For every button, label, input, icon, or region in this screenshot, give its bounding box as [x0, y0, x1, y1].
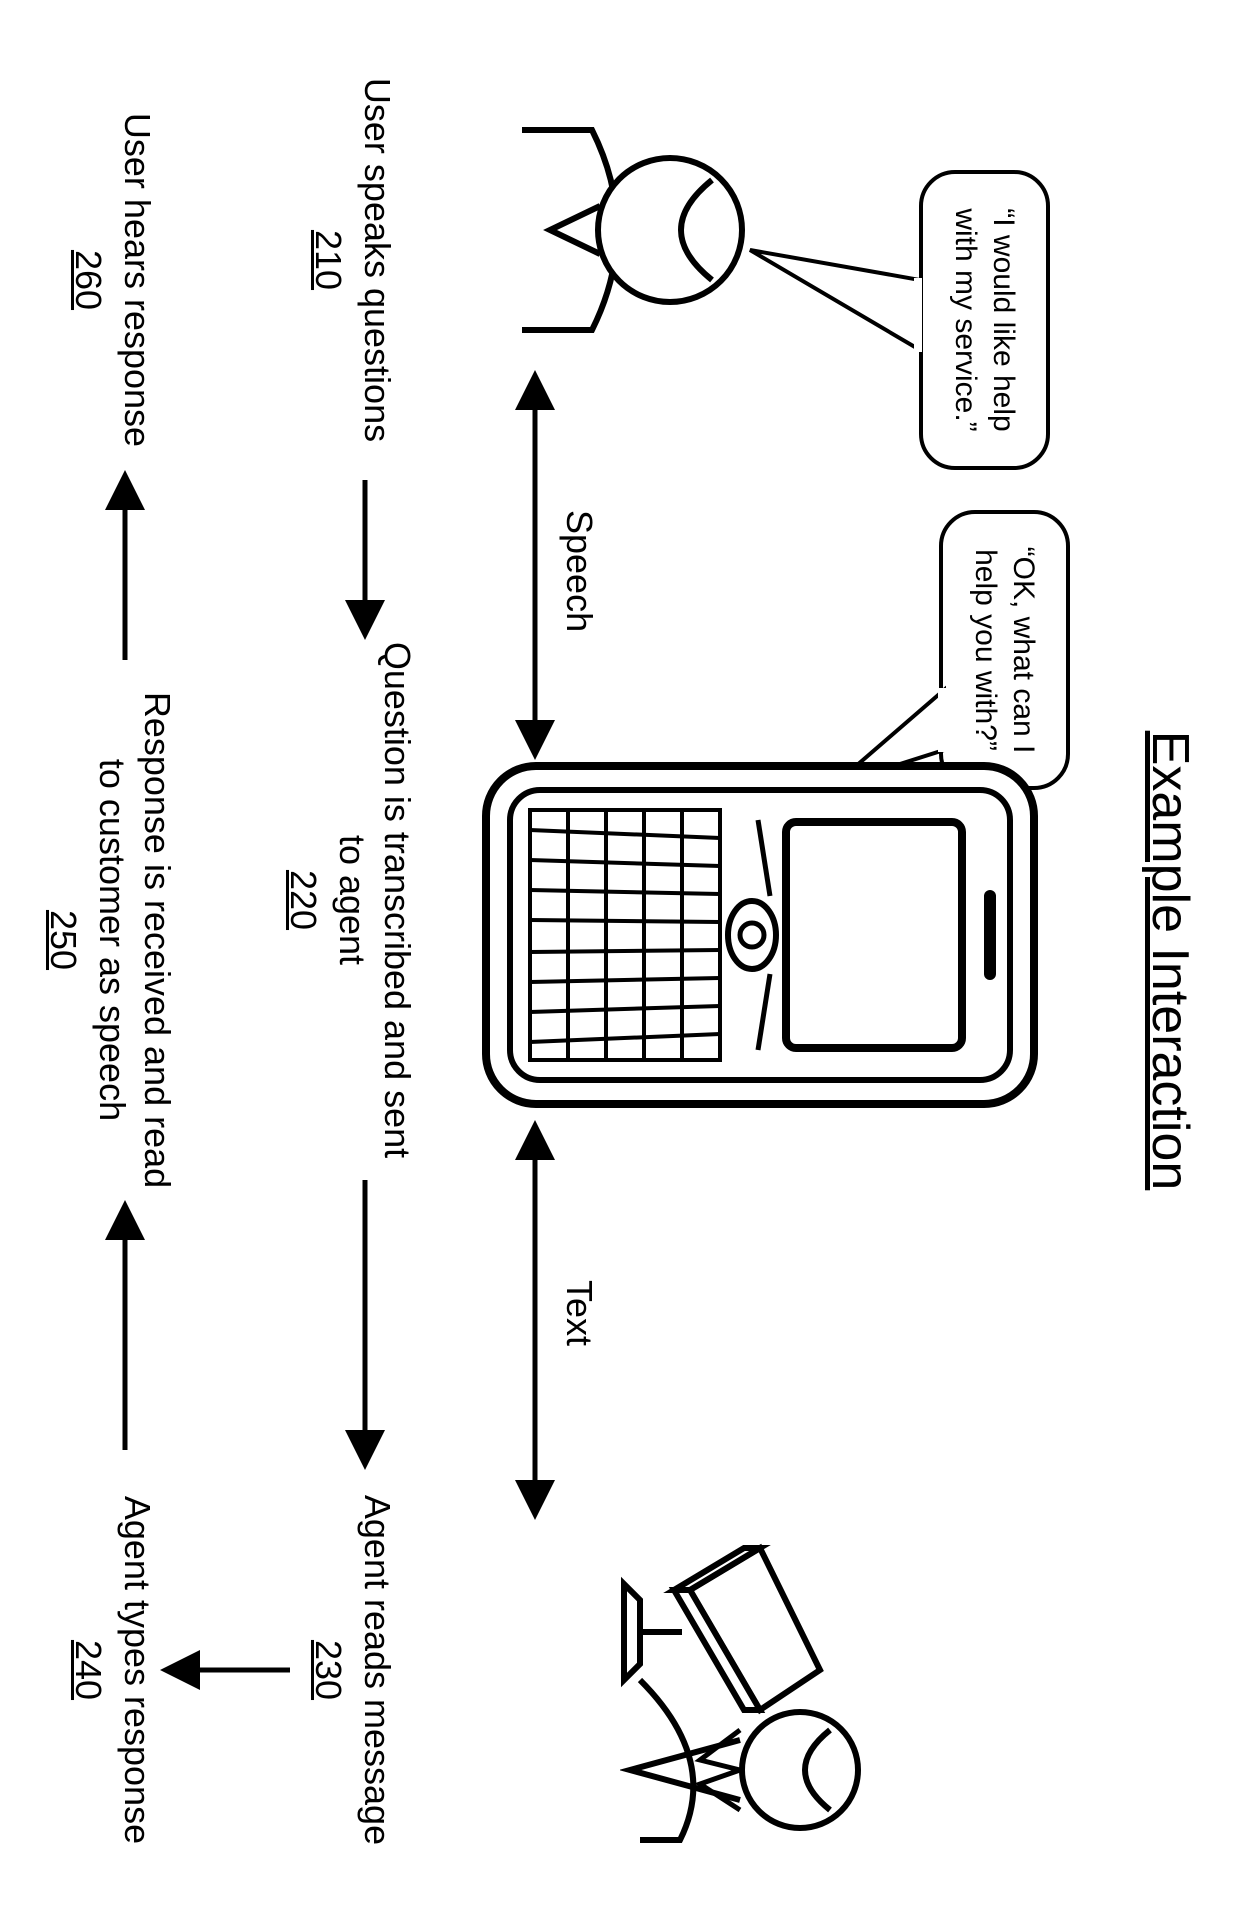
- step-240-text: Agent types response: [117, 1496, 158, 1844]
- arrow-230-240: [170, 1655, 300, 1685]
- step-250: Response is received and read to custome…: [41, 680, 180, 1200]
- step-260-num: 260: [66, 90, 111, 470]
- step-260-text: User hears response: [117, 113, 158, 447]
- phone-bubble-join-mask: [938, 688, 946, 752]
- phone-bubble-text: “OK, what can I help you with?”: [967, 542, 1042, 758]
- step-250-text: Response is received and read to custome…: [92, 692, 178, 1188]
- step-240: Agent types response 240: [66, 1470, 160, 1870]
- user-bubble-tail: [740, 240, 920, 360]
- diagram-stage: Example Interaction “I would like help w…: [0, 0, 1240, 1921]
- phone-icon: [480, 760, 1040, 1110]
- arrow-250-260: [110, 480, 140, 670]
- step-240-num: 240: [66, 1470, 111, 1870]
- step-230-text: Agent reads message: [357, 1495, 398, 1845]
- arrow-210-220: [350, 470, 380, 630]
- user-speech-bubble: “I would like help with my service.”: [919, 170, 1050, 470]
- step-220-text: Question is transcribed and sent to agen…: [332, 642, 418, 1158]
- step-250-num: 250: [41, 680, 86, 1200]
- phone-speech-bubble: “OK, what can I help you with?”: [939, 510, 1070, 790]
- step-260: User hears response 260: [66, 90, 160, 470]
- arrow-220-230: [350, 1170, 380, 1460]
- text-arrow: [520, 1130, 550, 1510]
- step-220: Question is transcribed and sent to agen…: [281, 640, 420, 1160]
- speech-arrow: [520, 380, 550, 750]
- arrow-240-250: [110, 1210, 140, 1460]
- step-230: Agent reads message 230: [306, 1470, 400, 1870]
- step-220-num: 220: [281, 640, 326, 1160]
- user-icon: [520, 110, 760, 350]
- bubble-join-mask: [914, 278, 922, 352]
- text-label: Text: [558, 1280, 600, 1346]
- speech-label: Speech: [558, 510, 600, 632]
- diagram-title: Example Interaction: [1140, 0, 1200, 1921]
- agent-icon: [620, 1540, 940, 1860]
- step-210-num: 210: [306, 60, 351, 460]
- step-210: User speaks questions 210: [306, 60, 400, 460]
- step-210-text: User speaks questions: [357, 78, 398, 442]
- step-230-num: 230: [306, 1470, 351, 1870]
- user-bubble-text: “I would like help with my service.”: [947, 202, 1022, 438]
